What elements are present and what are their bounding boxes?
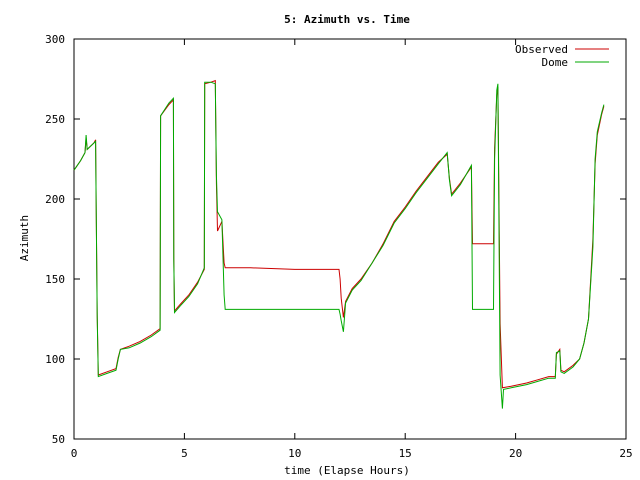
x-tick-label: 10 (288, 447, 301, 460)
legend-label-observed: Observed (515, 43, 568, 56)
y-tick-label: 150 (45, 273, 65, 286)
y-axis-label: Azimuth (18, 215, 31, 261)
y-tick-label: 300 (45, 33, 65, 46)
x-tick-label: 15 (399, 447, 412, 460)
y-tick-label: 50 (52, 433, 65, 446)
y-tick-label: 100 (45, 353, 65, 366)
chart-title: 5: Azimuth vs. Time (284, 13, 410, 26)
series-line-dome (73, 81, 605, 409)
y-tick-label: 250 (45, 113, 65, 126)
legend-label-dome: Dome (542, 56, 569, 69)
x-tick-label: 5 (181, 447, 188, 460)
axis-ticks: 0 5 10 15 20 25 50 100 150 200 250 300 (45, 33, 633, 460)
y-tick-label: 200 (45, 193, 65, 206)
x-tick-label: 25 (619, 447, 632, 460)
series-line-observed (73, 79, 605, 389)
plot-frame (73, 38, 627, 440)
x-tick-label: 20 (509, 447, 522, 460)
series-layer (73, 79, 605, 409)
x-axis-label: time (Elapse Hours) (284, 464, 410, 477)
x-tick-label: 0 (71, 447, 78, 460)
